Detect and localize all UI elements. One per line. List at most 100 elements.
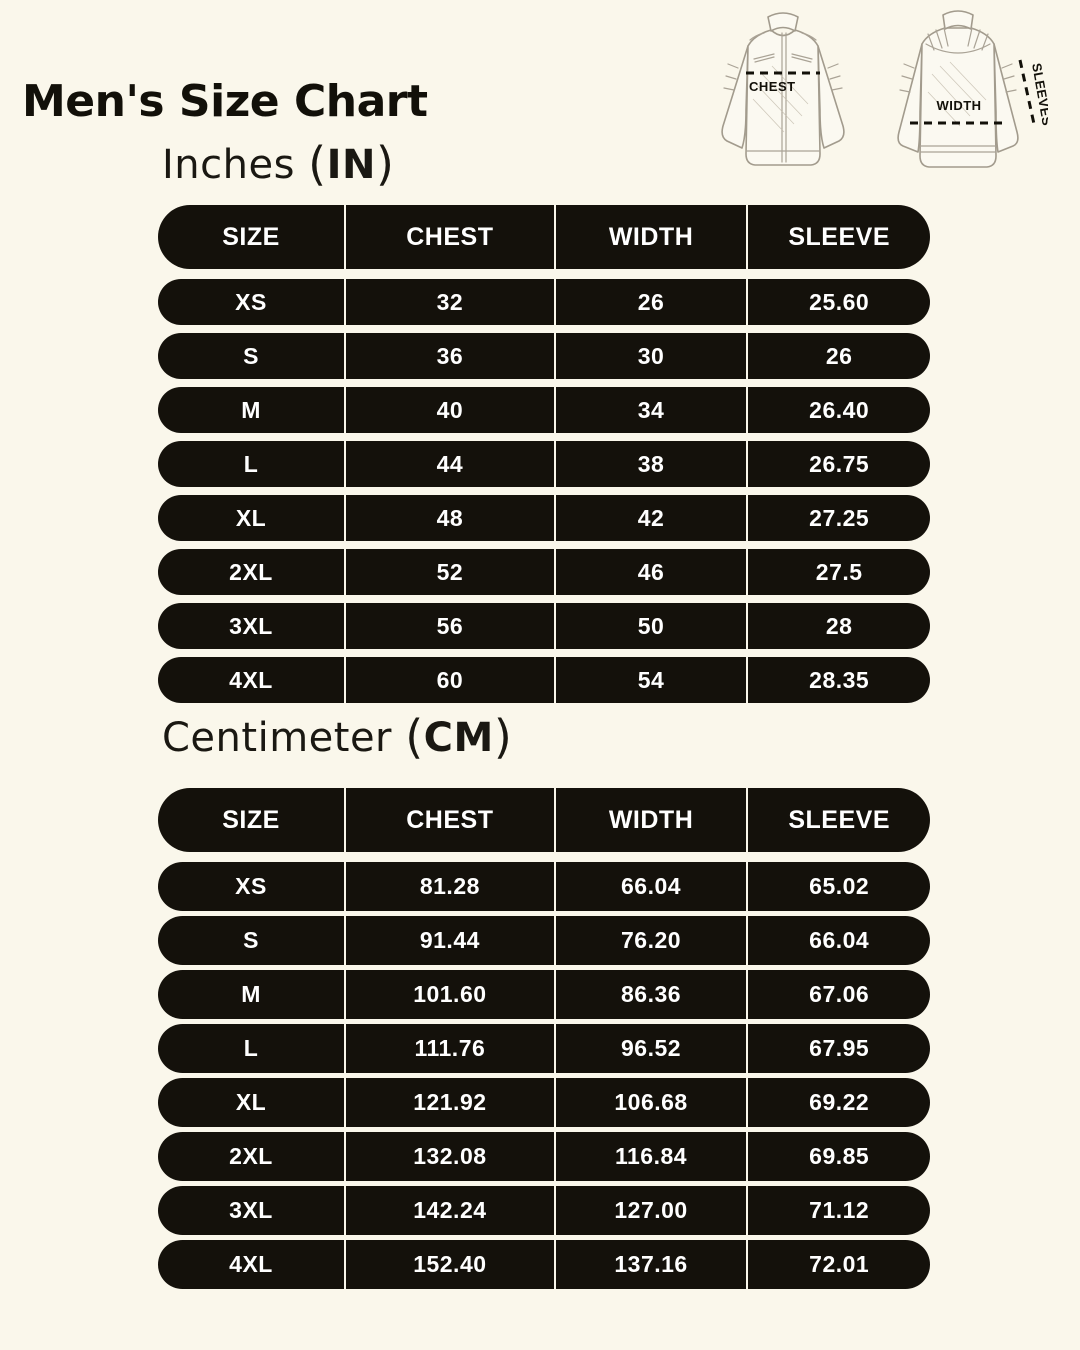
table-cell: 40 [344,387,554,433]
table-row: M 101.60 86.36 67.06 [158,970,930,1019]
table-cell: 3XL [229,1197,273,1223]
table-cell: 34 [553,387,747,433]
table-cell: 67.06 [746,970,930,1019]
table-cell: M [241,981,261,1007]
table-cell: 76.20 [553,916,747,965]
table-cell: 26.75 [746,441,930,487]
table-cell: 66.04 [553,862,747,911]
table-row: L 111.76 96.52 67.95 [158,1024,930,1073]
table-row: XS 81.28 66.04 65.02 [158,862,930,911]
size-table-centimeter: SIZE CHEST WIDTH SLEEVE XS 81.28 66.04 65.02 S 91… [158,788,930,1289]
heading-paren-open: ( [405,710,424,764]
table-cell: 48 [344,495,554,541]
chest-measure-label: CHEST [749,79,796,94]
column-header: SLEEVE [746,788,930,852]
table-cell: 38 [553,441,747,487]
table-cell: 30 [553,333,747,379]
table-cell: 60 [344,657,554,703]
table-cell: XL [235,504,267,531]
table-cell: 152.40 [344,1240,554,1289]
table-row: M 40 34 26.40 [158,387,930,433]
table-cell: 28 [746,603,930,649]
table-cell: S [243,927,259,953]
column-header: WIDTH [553,205,747,269]
table-cell: 52 [344,549,554,595]
table-row: 3XL 142.24 127.00 71.12 [158,1186,930,1235]
column-header: CHEST [344,788,554,852]
table-row: 4XL 60 54 28.35 [158,657,930,703]
table-cell: 86.36 [553,970,747,1019]
table-row: 4XL 152.40 137.16 72.01 [158,1240,930,1289]
table-cell: 65.02 [746,862,930,911]
heading-paren-close: ) [493,710,513,764]
table-row: S 36 30 26 [158,333,930,379]
table-cell: L [243,450,259,477]
column-header: SIZE [222,222,280,251]
table-header-row: SIZE CHEST WIDTH SLEEVE [158,788,930,852]
section-heading-inches: Inches (IN) [162,141,394,188]
table-cell: S [243,342,259,369]
table-cell: 25.60 [746,279,930,325]
table-cell: 96.52 [553,1024,747,1073]
table-cell: 26.40 [746,387,930,433]
section-heading-centimeter: Centimeter (CM) [162,714,512,761]
table-cell: L [243,1035,259,1061]
table-cell: 69.85 [746,1132,930,1181]
table-cell: 137.16 [553,1240,747,1289]
table-cell: 44 [344,441,554,487]
table-cell: 46 [553,549,747,595]
table-row: XS 32 26 25.60 [158,279,930,325]
table-cell: 42 [553,495,747,541]
table-row: 2XL 52 46 27.5 [158,549,930,595]
table-cell: 91.44 [344,916,554,965]
table-cell: 26 [746,333,930,379]
jacket-back-sketch [897,10,1019,168]
table-cell: 71.12 [746,1186,930,1235]
table-row: L 44 38 26.75 [158,441,930,487]
table-cell: 72.01 [746,1240,930,1289]
table-cell: 27.5 [746,549,930,595]
table-cell: 4XL [229,666,273,693]
column-header: SIZE [222,805,280,834]
table-cell: 121.92 [344,1078,554,1127]
table-cell: 127.00 [553,1186,747,1235]
table-row: 3XL 56 50 28 [158,603,930,649]
table-cell: 3XL [229,612,273,639]
table-row: XL 121.92 106.68 69.22 [158,1078,930,1127]
column-header: WIDTH [553,788,747,852]
table-cell: 32 [344,279,554,325]
table-cell: 28.35 [746,657,930,703]
heading-unit: CM [423,715,494,761]
table-cell: 111.76 [344,1024,554,1073]
heading-unit: IN [326,142,376,188]
table-row: S 91.44 76.20 66.04 [158,916,930,965]
size-table-inches: SIZE CHEST WIDTH SLEEVE XS 32 26 25.60 S 36 30 26 M 4… [158,205,930,703]
column-header: SLEEVE [746,205,930,269]
jacket-front-sketch [721,12,845,166]
heading-paren-close: ) [375,137,395,191]
table-cell: 69.22 [746,1078,930,1127]
table-cell: 106.68 [553,1078,747,1127]
table-cell: 101.60 [344,970,554,1019]
table-cell: M [241,396,261,423]
heading-text: Centimeter [162,715,406,761]
sleeves-measure-line [1018,59,1036,125]
table-cell: 50 [553,603,747,649]
table-cell: 2XL [229,1143,273,1169]
table-cell: 4XL [229,1251,273,1277]
table-cell: 81.28 [344,862,554,911]
table-cell: XL [235,1089,267,1115]
table-cell: 2XL [229,558,273,585]
table-cell: 36 [344,333,554,379]
page-title: Men's Size Chart [22,76,428,127]
heading-paren-open: ( [308,137,327,191]
column-header: CHEST [344,205,554,269]
heading-text: Inches [162,142,309,188]
table-header-row: SIZE CHEST WIDTH SLEEVE [158,205,930,269]
table-cell: 67.95 [746,1024,930,1073]
table-cell: 116.84 [553,1132,747,1181]
table-cell: 26 [553,279,747,325]
table-cell: 54 [553,657,747,703]
width-measure-label: WIDTH [936,98,981,113]
